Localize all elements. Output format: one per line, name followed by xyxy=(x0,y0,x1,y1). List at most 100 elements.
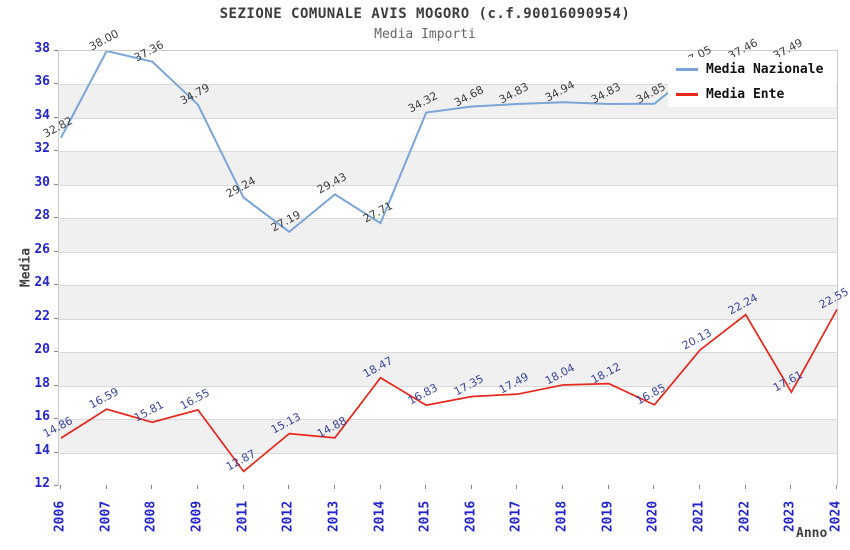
x-axis-tick-label: 2015 xyxy=(417,500,433,533)
x-axis-tick-label: 2020 xyxy=(645,500,661,533)
y-axis-tick-label: 20 xyxy=(34,342,50,358)
x-axis-tick-mark xyxy=(790,485,792,489)
x-axis-tick-label: 2024 xyxy=(828,500,844,533)
x-axis-tick-mark xyxy=(242,485,244,489)
x-axis-tick-mark xyxy=(196,485,198,489)
plot-band xyxy=(59,117,837,152)
plot-band xyxy=(59,352,837,386)
plot-band xyxy=(59,251,837,286)
y-axis-tick-mark xyxy=(54,217,58,219)
plot-band xyxy=(59,318,837,353)
x-axis-tick-label: 2011 xyxy=(235,500,251,533)
x-axis-tick-label: 2019 xyxy=(600,500,616,533)
x-axis-tick-mark xyxy=(60,485,61,489)
x-axis-tick-label: 2008 xyxy=(143,500,159,533)
x-axis-tick-label: 2013 xyxy=(326,500,342,533)
x-axis-tick-mark xyxy=(562,485,564,489)
y-axis-tick-mark xyxy=(54,183,58,185)
y-axis-tick-label: 26 xyxy=(34,241,50,257)
plot-band xyxy=(59,218,837,252)
gridline xyxy=(59,151,837,153)
legend-swatch xyxy=(676,68,698,71)
gridline xyxy=(59,285,837,287)
x-axis-tick-mark xyxy=(425,485,427,489)
x-axis-tick-mark xyxy=(607,485,609,489)
gridline xyxy=(59,385,837,387)
y-axis-tick-label: 28 xyxy=(34,208,50,224)
legend-label: Media Ente xyxy=(706,87,785,102)
gridline xyxy=(59,419,837,421)
x-axis-tick-mark xyxy=(288,485,290,489)
plot-band xyxy=(59,151,837,185)
y-axis-tick-mark xyxy=(54,317,58,319)
y-axis-tick-label: 38 xyxy=(34,41,50,56)
y-axis-tick-mark xyxy=(54,83,58,85)
plot-band xyxy=(59,452,837,486)
y-axis-tick-mark xyxy=(54,116,58,118)
y-axis-tick-mark xyxy=(54,485,58,486)
series-line-ente xyxy=(60,309,838,473)
legend-item-media-ente: Media Ente xyxy=(668,82,836,107)
x-axis-tick-mark xyxy=(151,485,153,489)
gridline xyxy=(59,117,837,119)
x-axis-tick-label: 2012 xyxy=(280,500,296,533)
x-axis-tick-label: 2022 xyxy=(737,500,753,533)
x-axis-tick-label: 2021 xyxy=(691,500,707,533)
y-axis-tick-mark xyxy=(54,250,58,252)
chart-title: SEZIONE COMUNALE AVIS MOGORO (c.f.900160… xyxy=(219,6,631,22)
y-axis-tick-mark xyxy=(54,418,58,420)
x-axis-tick-label: 2018 xyxy=(554,500,570,533)
y-axis-tick-label: 12 xyxy=(34,476,50,491)
plot-area: 32.82 38.00 37.36 34.79 29.24 27.19 29.43 27.71… xyxy=(41,27,850,486)
x-axis-tick-mark xyxy=(653,485,655,489)
y-axis-tick-label: 36 xyxy=(34,74,50,90)
plot-band xyxy=(59,385,837,420)
y-axis-tick-label: 16 xyxy=(34,409,50,425)
x-axis-title: Anno xyxy=(796,526,828,541)
legend-item-media-nazionale: Media Nazionale xyxy=(668,57,836,82)
plot-band xyxy=(59,419,837,453)
x-axis-tick-mark xyxy=(333,485,335,489)
x-axis-tick-mark xyxy=(379,485,381,489)
y-axis-tick-mark xyxy=(54,50,58,51)
x-axis-tick-label: 2007 xyxy=(98,500,114,533)
gridline xyxy=(59,352,837,354)
legend-swatch xyxy=(676,93,698,96)
x-axis-tick-label: 2016 xyxy=(463,500,479,533)
y-axis-tick-label: 24 xyxy=(34,275,50,291)
x-axis-tick-mark xyxy=(744,485,746,489)
y-axis-tick-mark xyxy=(54,150,58,152)
plot-band xyxy=(59,285,837,319)
y-axis-tick-label: 22 xyxy=(34,308,50,324)
x-axis-tick-mark xyxy=(836,485,837,489)
y-axis-tick-mark xyxy=(54,451,58,453)
plot-band xyxy=(59,184,837,219)
legend-label: Media Nazionale xyxy=(706,62,824,77)
gridline xyxy=(59,184,837,186)
gridline xyxy=(59,318,837,320)
x-axis-tick-label: 2017 xyxy=(508,500,524,533)
y-axis-tick-mark xyxy=(54,351,58,353)
x-axis-tick-label: 2009 xyxy=(189,500,205,533)
x-axis-tick-mark xyxy=(105,485,107,489)
x-axis-tick-label: 2006 xyxy=(52,500,68,533)
x-axis-tick-mark xyxy=(516,485,518,489)
gridline xyxy=(59,218,837,220)
series-lines xyxy=(60,51,838,473)
y-axis-tick-label: 34 xyxy=(34,107,50,123)
x-axis-tick-mark xyxy=(470,485,472,489)
gridline xyxy=(59,251,837,253)
y-axis-tick-label: 32 xyxy=(34,141,50,157)
legend: Media Nazionale Media Ente xyxy=(668,57,836,107)
y-axis-tick-label: 14 xyxy=(34,442,50,458)
chart-subtitle: Media Importi xyxy=(374,27,476,42)
y-axis-tick-label: 30 xyxy=(34,174,50,190)
y-axis-tick-label: 18 xyxy=(34,375,50,391)
x-axis-tick-label: 2014 xyxy=(372,500,388,533)
x-axis-tick-mark xyxy=(699,485,701,489)
gridline xyxy=(59,452,837,454)
gridline xyxy=(59,84,837,86)
y-axis-tick-mark xyxy=(54,284,58,286)
y-axis-tick-mark xyxy=(54,384,58,386)
